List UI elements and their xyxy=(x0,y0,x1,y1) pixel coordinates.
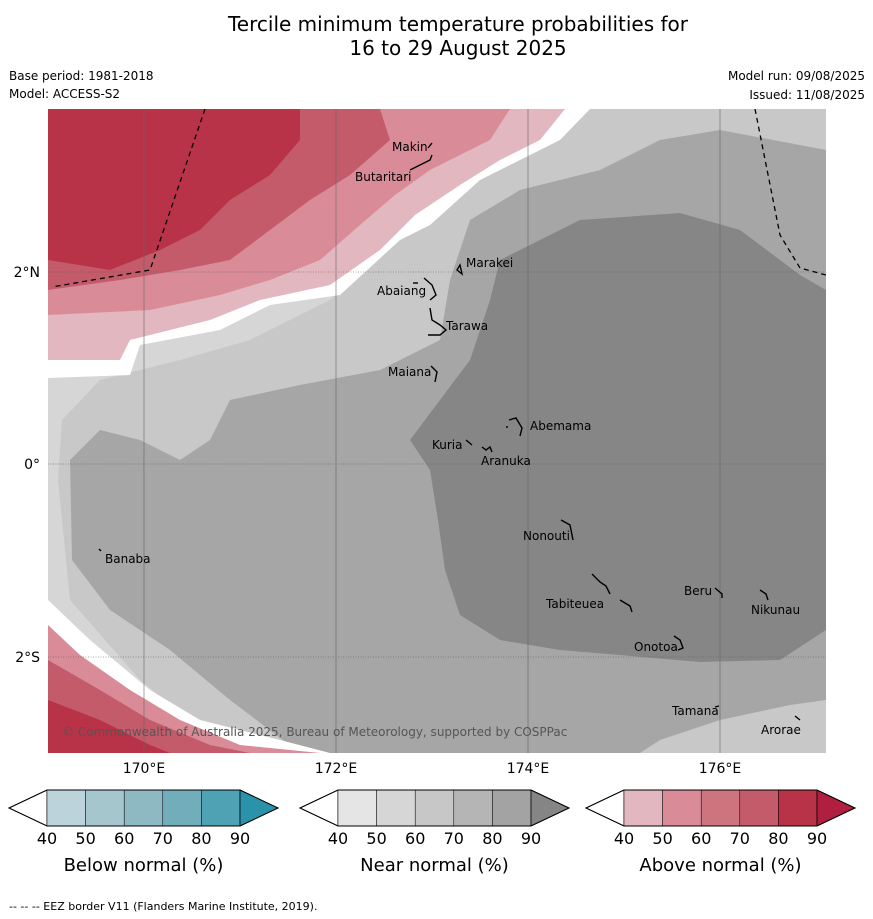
colorbar-below-tick: 80 xyxy=(191,829,211,848)
colorbar-above-max-extend xyxy=(816,789,856,827)
colorbar-below-label: Below normal (%) xyxy=(64,855,224,876)
colorbar-near-bin xyxy=(376,789,416,827)
lat-label-0: 0° xyxy=(24,457,40,473)
colorbar-above-tick: 40 xyxy=(614,829,634,848)
colorbar-near-max-extend xyxy=(530,789,570,827)
lon-label-170e: 170°E xyxy=(123,761,166,777)
colorbar-near-tick: 90 xyxy=(521,829,541,848)
colorbar-near-tick: 70 xyxy=(444,829,464,848)
colorbar-above-tick: 60 xyxy=(691,829,711,848)
copyright-notice: © Commonwealth of Australia 2025, Bureau… xyxy=(62,725,567,739)
colorbar-above-label: Above normal (%) xyxy=(639,855,801,876)
lon-label-174e: 174°E xyxy=(507,761,550,777)
colorbar-near-min-extend xyxy=(299,789,339,827)
colorbar-below-tick: 90 xyxy=(230,829,250,848)
eez-border xyxy=(51,109,826,288)
lat-label-2s: 2°S xyxy=(15,650,40,666)
colorbar-below-normal: 40 50 60 70 80 90 Below normal (%) xyxy=(7,789,280,876)
colorbar-below-min-extend xyxy=(8,789,48,827)
colorbar-near-tick: 80 xyxy=(482,829,502,848)
place-label: Nonouti xyxy=(523,529,570,543)
place-label: Kuria xyxy=(432,438,463,452)
graticule-meridians xyxy=(143,109,721,753)
place-label: Tarawa xyxy=(445,319,488,333)
colorbar-above-outline xyxy=(584,789,857,827)
place-label: Maiana xyxy=(388,365,431,379)
colorbar-near-bin xyxy=(337,789,377,827)
above-normal-80-zone-north xyxy=(48,109,300,270)
colorbar-above-bin xyxy=(778,789,818,827)
place-label: Abemama xyxy=(530,419,591,433)
colorbar-below-bin xyxy=(123,789,164,827)
base-period-text: Base period: 1981-2018 xyxy=(9,69,154,83)
colorbar-near-bin xyxy=(453,789,493,827)
lon-label-172e: 172°E xyxy=(315,761,358,777)
map-canvas: Makin Butaritari Marakei Abaiang Tarawa … xyxy=(48,109,826,753)
colorbar-below-outline xyxy=(7,789,280,827)
lon-label-176e: 176°E xyxy=(699,761,742,777)
place-label: Aranuka xyxy=(481,454,531,468)
colorbar-below-tick: 50 xyxy=(75,829,95,848)
colorbar-above-bin xyxy=(700,789,741,827)
place-label: Tamana xyxy=(671,704,719,718)
colorbar-above-tick: 90 xyxy=(807,829,827,848)
colorbar-below-tick: 70 xyxy=(153,829,173,848)
lat-label-2n: 2°N xyxy=(14,265,40,281)
colorbar-near-normal: 40 50 60 70 80 90 Near normal (%) xyxy=(298,789,571,876)
colorbar-below-tick: 40 xyxy=(37,829,57,848)
title-line-2: 16 to 29 August 2025 xyxy=(349,36,567,60)
island-outlines xyxy=(98,142,801,721)
above-normal-80-zone-south xyxy=(48,700,170,753)
colorbar-above-bin xyxy=(623,789,663,827)
place-label: Butaritari xyxy=(355,170,412,184)
colorbar-above-normal: 40 50 60 70 80 90 Above normal (%) xyxy=(584,789,857,876)
place-label: Nikunau xyxy=(751,603,800,617)
near-normal-lower-strip xyxy=(640,700,826,753)
place-label: Beru xyxy=(684,584,712,598)
colorbar-below-max-extend xyxy=(239,789,279,827)
colorbar-near-label: Near normal (%) xyxy=(360,855,509,876)
near-normal-80-zone xyxy=(410,213,826,662)
colorbar-below-bin xyxy=(201,789,241,827)
colorbar-above-bin xyxy=(739,789,779,827)
colorbar-above-tick: 70 xyxy=(730,829,750,848)
colorbar-below-bin xyxy=(162,789,202,827)
colorbar-below-tick: 60 xyxy=(114,829,134,848)
issued-text: Issued: 11/08/2025 xyxy=(749,88,865,102)
colorbar-above-tick: 80 xyxy=(768,829,788,848)
eez-footnote: -- -- -- EEZ border V11 (Flanders Marine… xyxy=(9,900,318,913)
place-label: Makin xyxy=(392,140,428,154)
colorbar-above-bin xyxy=(662,789,702,827)
colorbar-near-tick: 60 xyxy=(405,829,425,848)
colorbar-above-tick: 50 xyxy=(652,829,672,848)
place-label: Tabiteuea xyxy=(545,597,604,611)
place-label: Marakei xyxy=(466,256,513,270)
place-label: Onotoa xyxy=(634,640,678,654)
model-text: Model: ACCESS-S2 xyxy=(9,87,121,101)
colorbar-below-bin xyxy=(46,789,86,827)
colorbar-near-bin xyxy=(414,789,455,827)
title-line-1: Tercile minimum temperature probabilitie… xyxy=(227,12,689,36)
colorbar-near-bin xyxy=(492,789,532,827)
colorbar-near-tick: 40 xyxy=(328,829,348,848)
colorbar-above-min-extend xyxy=(585,789,625,827)
place-label: Abaiang xyxy=(377,284,426,298)
map-title: Tercile minimum temperature probabilitie… xyxy=(0,12,873,60)
graticule xyxy=(48,271,826,658)
place-label: Arorae xyxy=(761,723,801,737)
place-label: Banaba xyxy=(105,552,151,566)
colorbar-near-outline xyxy=(298,789,571,827)
model-run-text: Model run: 09/08/2025 xyxy=(727,69,865,83)
colorbar-near-tick: 50 xyxy=(366,829,386,848)
colorbar-below-bin xyxy=(85,789,125,827)
